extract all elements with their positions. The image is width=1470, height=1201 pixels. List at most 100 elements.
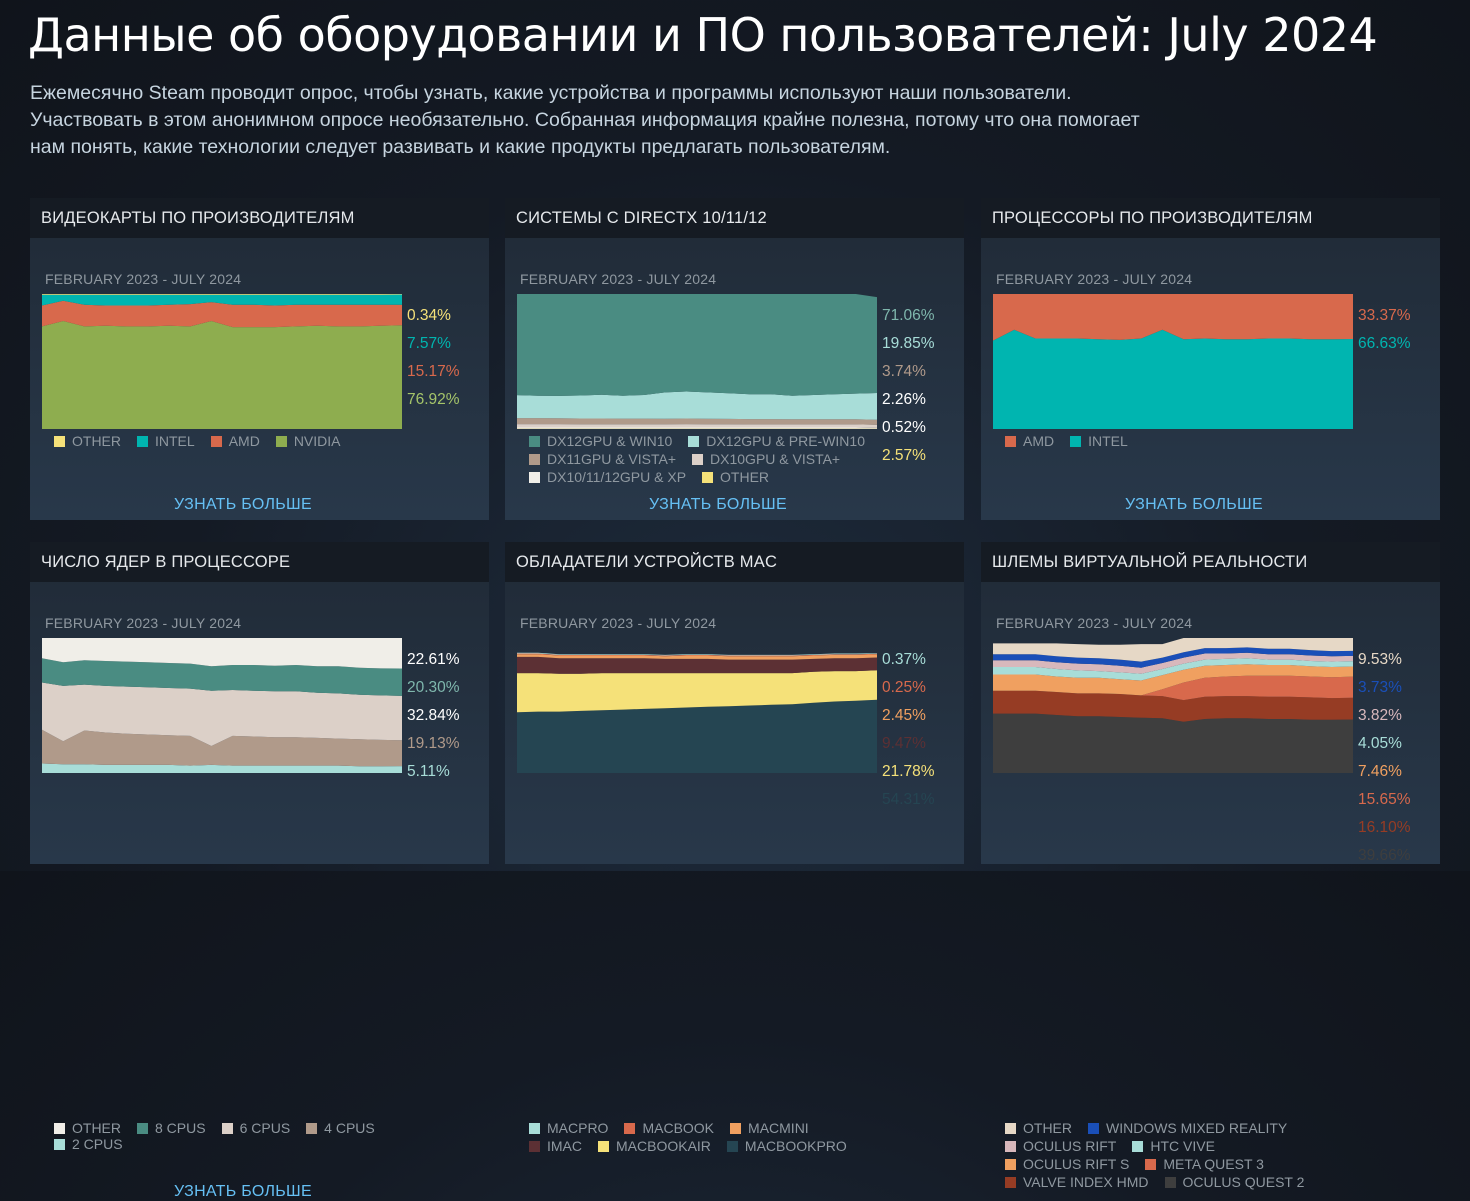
learn-more-link[interactable]: УЗНАТЬ БОЛЬШЕ bbox=[30, 1183, 456, 1201]
learn-more-link[interactable]: УЗНАТЬ БОЛЬШЕ bbox=[981, 496, 1407, 514]
legend-swatch bbox=[727, 1141, 738, 1152]
legend-item: 2 CPUS bbox=[54, 1136, 123, 1152]
percent-label: 2.26% bbox=[882, 390, 935, 418]
legend-item: INTEL bbox=[137, 433, 195, 449]
legend-swatch bbox=[702, 472, 713, 483]
percent-label: 39.66% bbox=[1358, 846, 1411, 874]
legend-label: OTHER bbox=[1023, 1120, 1072, 1136]
legend-item: 4 CPUS bbox=[306, 1120, 375, 1136]
series-area-dx12gpu-win10 bbox=[517, 294, 877, 396]
series-area-amd bbox=[993, 294, 1353, 341]
legend-label: 8 CPUS bbox=[155, 1120, 206, 1136]
percent-labels: 0.34%7.57%15.17%76.92% bbox=[407, 306, 460, 418]
legend-label: WINDOWS MIXED REALITY bbox=[1106, 1120, 1287, 1136]
legend-item: OTHER bbox=[54, 433, 121, 449]
legend-swatch bbox=[137, 1123, 148, 1134]
chart-legend: OTHER WINDOWS MIXED REALITY OCULUS RIFT HTC… bbox=[1005, 1120, 1320, 1192]
legend-label: META QUEST 3 bbox=[1163, 1156, 1264, 1172]
legend-item: DX12GPU & PRE-WIN10 bbox=[688, 433, 865, 449]
percent-label: 20.30% bbox=[407, 678, 460, 706]
legend-label: VALVE INDEX HMD bbox=[1023, 1174, 1149, 1190]
area-chart bbox=[517, 294, 877, 429]
chart-legend: OTHER 8 CPUS 6 CPUS 4 CPUS 2 CPUS bbox=[54, 1120, 391, 1152]
legend-label: OTHER bbox=[72, 433, 121, 449]
percent-label: 3.73% bbox=[1358, 678, 1411, 706]
legend-label: IMAC bbox=[547, 1138, 582, 1154]
percent-label: 0.52% bbox=[882, 418, 935, 446]
legend-swatch bbox=[688, 436, 699, 447]
legend-label: INTEL bbox=[1088, 433, 1128, 449]
legend-swatch bbox=[529, 436, 540, 447]
legend-item: OCULUS RIFT bbox=[1005, 1138, 1116, 1154]
legend-item: 8 CPUS bbox=[137, 1120, 206, 1136]
area-chart bbox=[42, 638, 402, 773]
legend-swatch bbox=[1070, 436, 1081, 447]
legend-swatch bbox=[624, 1123, 635, 1134]
percent-labels: 33.37%66.63% bbox=[1358, 306, 1411, 362]
legend-item: OTHER bbox=[702, 469, 769, 485]
legend-item: OTHER bbox=[54, 1120, 121, 1136]
legend-label: OCULUS RIFT S bbox=[1023, 1156, 1129, 1172]
series-area-imac bbox=[517, 657, 877, 674]
legend-item: OCULUS RIFT S bbox=[1005, 1156, 1129, 1172]
legend-label: MACBOOKPRO bbox=[745, 1138, 847, 1154]
legend-swatch bbox=[529, 472, 540, 483]
series-area-oculus-quest-2 bbox=[993, 714, 1353, 773]
intro-text: Ежемесячно Steam проводит опрос, чтобы у… bbox=[30, 80, 1170, 161]
legend-row: OTHER WINDOWS MIXED REALITY bbox=[1005, 1120, 1320, 1136]
legend-label: DX12GPU & PRE-WIN10 bbox=[706, 433, 865, 449]
legend-label: MACBOOK bbox=[642, 1120, 714, 1136]
percent-labels: 0.37%0.25%2.45%9.47%21.78%54.31% bbox=[882, 650, 935, 818]
legend-label: MACMINI bbox=[748, 1120, 809, 1136]
legend-item: OCULUS QUEST 2 bbox=[1165, 1174, 1305, 1190]
card-title: ОБЛАДАТЕЛИ УСТРОЙСТВ MAC bbox=[505, 542, 964, 582]
legend-swatch bbox=[276, 436, 287, 447]
percent-label: 3.74% bbox=[882, 362, 935, 390]
percent-label: 3.82% bbox=[1358, 706, 1411, 734]
learn-more-link[interactable]: УЗНАТЬ БОЛЬШЕ bbox=[30, 496, 456, 514]
series-area-dx10gpu-vista- bbox=[517, 424, 877, 428]
card-title: ВИДЕОКАРТЫ ПО ПРОИЗВОДИТЕЛЯМ bbox=[30, 198, 489, 238]
learn-more-link[interactable]: УЗНАТЬ БОЛЬШЕ bbox=[505, 496, 931, 514]
legend-row: DX11GPU & VISTA+ DX10GPU & VISTA+ bbox=[529, 451, 881, 467]
card-title: СИСТЕМЫ С DIRECTX 10/11/12 bbox=[505, 198, 964, 238]
percent-label: 0.25% bbox=[882, 678, 935, 706]
area-chart bbox=[42, 294, 402, 429]
legend-item: INTEL bbox=[1070, 433, 1128, 449]
legend-swatch bbox=[529, 454, 540, 465]
legend-swatch bbox=[54, 436, 65, 447]
legend-label: DX11GPU & VISTA+ bbox=[547, 451, 676, 467]
percent-label: 4.05% bbox=[1358, 734, 1411, 762]
legend-item: 6 CPUS bbox=[222, 1120, 291, 1136]
percent-label: 5.11% bbox=[407, 762, 460, 790]
legend-item: HTC VIVE bbox=[1132, 1138, 1215, 1154]
series-area-dx10-11-12gpu-xp bbox=[517, 428, 877, 429]
legend-swatch bbox=[1005, 1141, 1016, 1152]
series-area-nvidia bbox=[42, 321, 402, 429]
legend-item: IMAC bbox=[529, 1138, 582, 1154]
card-title: ШЛЕМЫ ВИРТУАЛЬНОЙ РЕАЛЬНОСТИ bbox=[981, 542, 1440, 582]
legend-item: MACBOOK bbox=[624, 1120, 714, 1136]
percent-label: 21.78% bbox=[882, 762, 935, 790]
legend-label: OTHER bbox=[72, 1120, 121, 1136]
percent-label: 2.57% bbox=[882, 446, 935, 474]
percent-label: 76.92% bbox=[407, 390, 460, 418]
legend-label: INTEL bbox=[155, 433, 195, 449]
legend-item: META QUEST 3 bbox=[1145, 1156, 1264, 1172]
series-area-dx12gpu-pre-win10 bbox=[517, 392, 877, 420]
area-chart bbox=[993, 294, 1353, 429]
card-period: FEBRUARY 2023 - JULY 2024 bbox=[520, 271, 716, 287]
legend-label: HTC VIVE bbox=[1150, 1138, 1215, 1154]
percent-label: 19.13% bbox=[407, 734, 460, 762]
legend-item: DX10GPU & VISTA+ bbox=[692, 451, 840, 467]
legend-swatch bbox=[1005, 1159, 1016, 1170]
legend-swatch bbox=[306, 1123, 317, 1134]
